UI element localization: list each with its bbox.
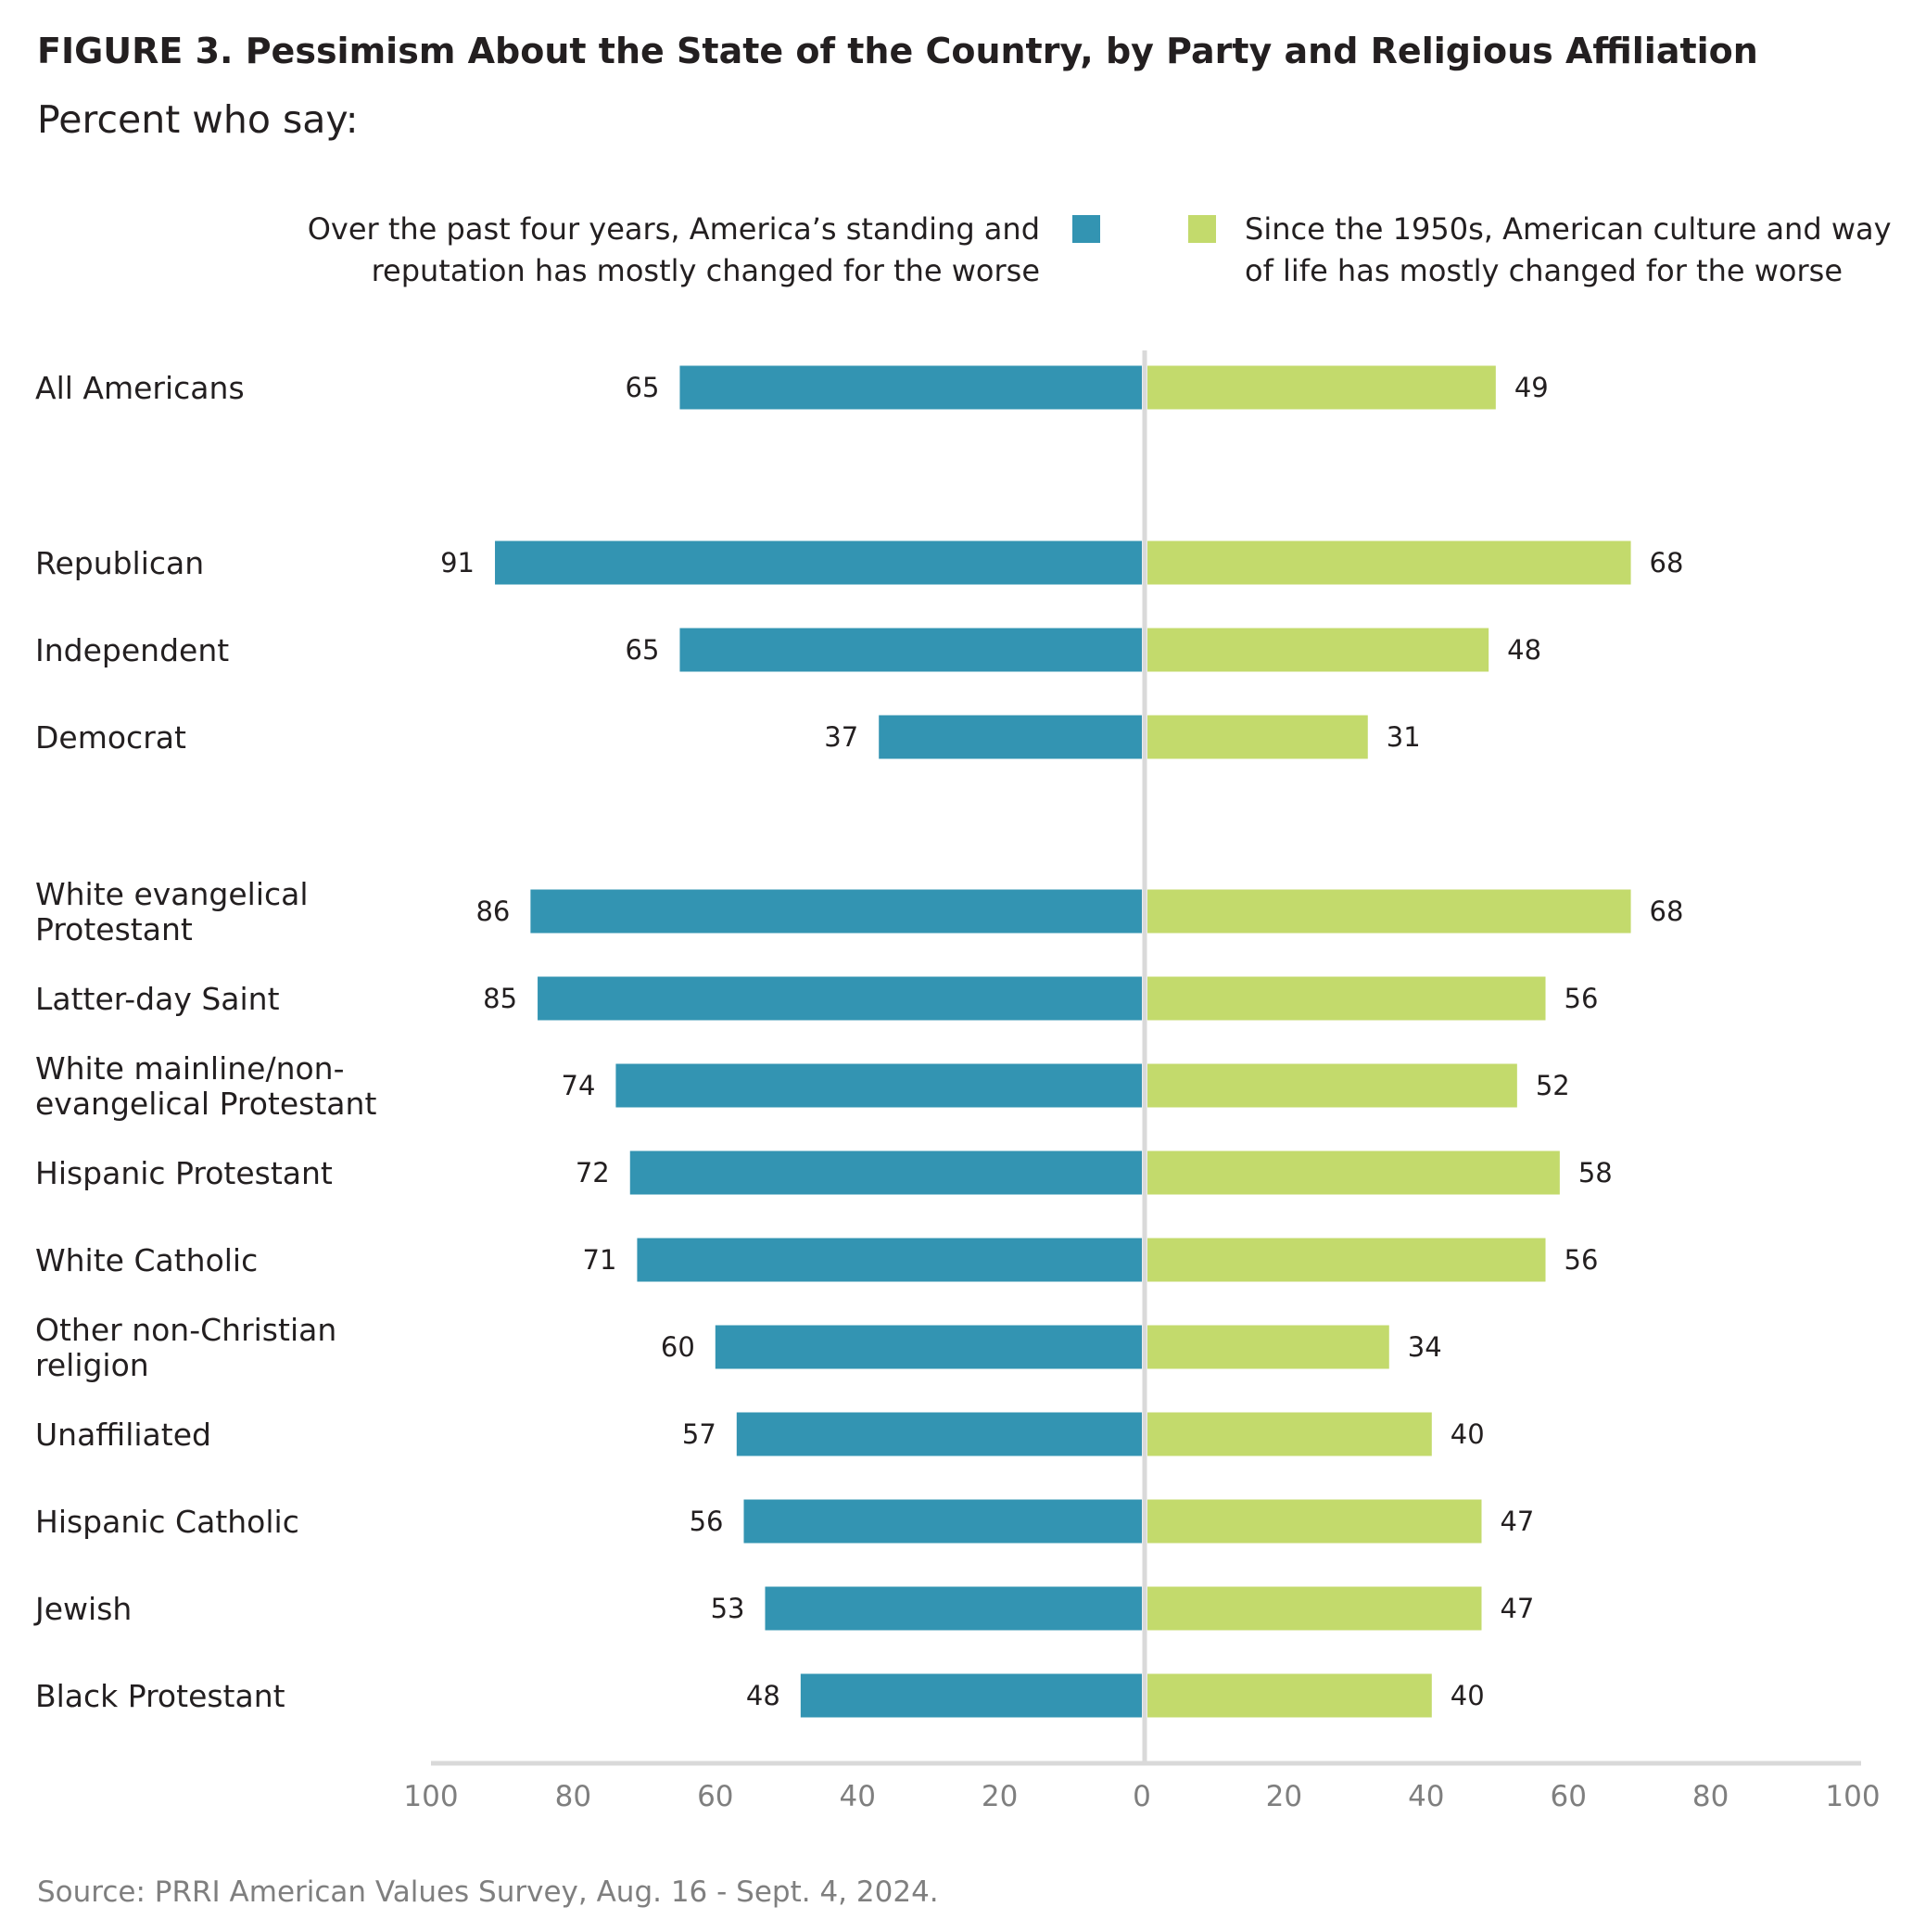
bar-standing-reputation: [736, 1412, 1142, 1456]
value-label-culture-way-of-life: 68: [1650, 547, 1684, 578]
value-label-culture-way-of-life: 31: [1387, 721, 1421, 753]
legend-label-culture-way-of-life: Since the 1950s, American culture and wa…: [1245, 211, 1892, 247]
category-label: Black Protestant: [35, 1678, 285, 1714]
x-tick-label: 40: [1408, 1780, 1444, 1813]
x-tick-label: 40: [839, 1780, 875, 1813]
bar-culture-way-of-life: [1147, 1673, 1432, 1718]
bar-culture-way-of-life: [1147, 1238, 1546, 1282]
bar-standing-reputation: [679, 365, 1142, 410]
value-label-culture-way-of-life: 58: [1578, 1157, 1613, 1188]
value-label-standing-reputation: 91: [440, 547, 475, 578]
bar-standing-reputation: [743, 1499, 1142, 1544]
legend-label-culture-way-of-life: of life has mostly changed for the worse: [1245, 253, 1843, 288]
x-tick-label: 100: [1825, 1780, 1880, 1813]
category-label: Latter-day Saint: [35, 981, 280, 1017]
legend-label-standing-reputation: Over the past four years, America’s stan…: [308, 211, 1040, 247]
value-label-culture-way-of-life: 34: [1408, 1331, 1442, 1363]
x-tick-label: 20: [982, 1780, 1018, 1813]
chart-subtitle: Percent who say:: [37, 97, 359, 142]
x-tick-label: 80: [1692, 1780, 1729, 1813]
legend-swatch-standing-reputation: [1072, 215, 1100, 243]
bar-culture-way-of-life: [1147, 628, 1489, 672]
x-tick-label: 20: [1266, 1780, 1302, 1813]
bars-layer: [495, 365, 1631, 1718]
value-label-standing-reputation: 71: [583, 1244, 617, 1276]
category-label: Hispanic Protestant: [35, 1155, 333, 1191]
bar-standing-reputation: [800, 1673, 1142, 1718]
value-label-culture-way-of-life: 47: [1500, 1506, 1534, 1537]
value-label-standing-reputation: 48: [746, 1680, 780, 1711]
category-label: Other non-Christian: [35, 1312, 336, 1348]
x-tick-label: 60: [697, 1780, 733, 1813]
category-label: Independent: [35, 632, 229, 668]
x-tick-label: 0: [1133, 1780, 1151, 1813]
bar-standing-reputation: [615, 1063, 1142, 1108]
value-label-standing-reputation: 65: [626, 634, 660, 666]
value-label-culture-way-of-life: 40: [1451, 1680, 1485, 1711]
value-label-standing-reputation: 86: [475, 896, 510, 927]
value-label-standing-reputation: 65: [626, 372, 660, 403]
legend: Over the past four years, America’s stan…: [308, 211, 1892, 288]
value-label-standing-reputation: 74: [562, 1070, 596, 1101]
value-label-standing-reputation: 56: [690, 1506, 724, 1537]
bar-culture-way-of-life: [1147, 976, 1546, 1021]
value-label-culture-way-of-life: 47: [1500, 1593, 1534, 1624]
value-label-standing-reputation: 53: [711, 1593, 745, 1624]
value-label-standing-reputation: 37: [824, 721, 858, 753]
value-label-culture-way-of-life: 48: [1507, 634, 1541, 666]
category-label: White mainline/non-: [35, 1050, 345, 1087]
bar-culture-way-of-life: [1147, 1586, 1482, 1631]
x-tick-label: 100: [403, 1780, 458, 1813]
bar-standing-reputation: [637, 1238, 1142, 1282]
category-label: Democrat: [35, 719, 186, 756]
bar-standing-reputation: [495, 540, 1142, 585]
category-label: White Catholic: [35, 1242, 258, 1278]
legend-swatch-culture-way-of-life: [1188, 215, 1216, 243]
category-label: Unaffiliated: [35, 1417, 211, 1453]
value-label-culture-way-of-life: 56: [1565, 1244, 1599, 1276]
labels-layer: All Americans 65 49 Republican 91 68 Independe…: [33, 370, 1683, 1714]
value-label-culture-way-of-life: 68: [1650, 896, 1684, 927]
value-label-culture-way-of-life: 49: [1514, 372, 1549, 403]
x-axis: 100 80 60 40 20 0 20 40 60 80 100: [403, 1760, 1881, 1813]
category-label: evangelical Protestant: [35, 1086, 376, 1122]
bar-culture-way-of-life: [1147, 365, 1496, 410]
value-label-standing-reputation: 60: [661, 1331, 695, 1363]
value-label-culture-way-of-life: 56: [1565, 983, 1599, 1014]
chart-title: FIGURE 3. Pessimism About the State of t…: [37, 31, 1758, 71]
value-label-culture-way-of-life: 40: [1451, 1418, 1485, 1450]
bar-standing-reputation: [715, 1325, 1142, 1369]
bar-standing-reputation: [538, 976, 1142, 1021]
value-label-standing-reputation: 57: [682, 1418, 716, 1450]
bar-standing-reputation: [879, 715, 1142, 759]
category-label: religion: [35, 1347, 149, 1383]
bar-culture-way-of-life: [1147, 889, 1631, 934]
source-note: Source: PRRI American Values Survey, Aug…: [37, 1875, 939, 1909]
category-label: Hispanic Catholic: [35, 1504, 299, 1540]
bar-standing-reputation: [679, 628, 1142, 672]
bar-culture-way-of-life: [1147, 1150, 1560, 1195]
bar-culture-way-of-life: [1147, 540, 1631, 585]
value-label-standing-reputation: 72: [576, 1157, 610, 1188]
bar-culture-way-of-life: [1147, 1325, 1389, 1369]
value-label-culture-way-of-life: 52: [1536, 1070, 1570, 1101]
bar-standing-reputation: [629, 1150, 1142, 1195]
value-label-standing-reputation: 85: [483, 983, 517, 1014]
category-label: White evangelical: [35, 876, 309, 912]
bar-culture-way-of-life: [1147, 1063, 1517, 1108]
x-tick-label: 60: [1550, 1780, 1586, 1813]
x-tick-label: 80: [555, 1780, 591, 1813]
category-label: Protestant: [35, 911, 193, 947]
bar-culture-way-of-life: [1147, 715, 1368, 759]
category-label: All Americans: [35, 370, 245, 406]
bar-standing-reputation: [765, 1586, 1142, 1631]
category-label: Jewish: [33, 1591, 132, 1627]
bar-culture-way-of-life: [1147, 1499, 1482, 1544]
bar-culture-way-of-life: [1147, 1412, 1432, 1456]
category-label: Republican: [35, 545, 204, 581]
bar-standing-reputation: [530, 889, 1142, 934]
legend-label-standing-reputation: reputation has mostly changed for the wo…: [372, 253, 1040, 288]
